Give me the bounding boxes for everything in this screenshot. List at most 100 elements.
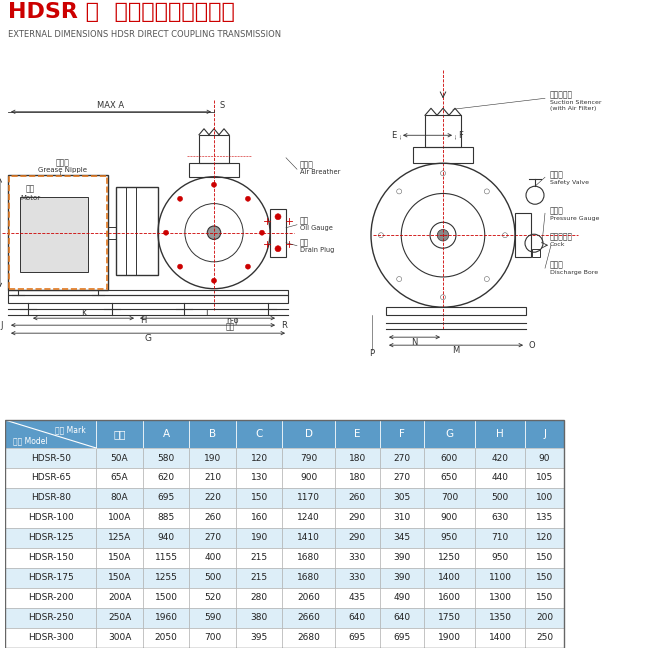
- Bar: [96, 608, 143, 628]
- Bar: [20, 197, 88, 272]
- Circle shape: [211, 182, 216, 187]
- Bar: [5, 448, 96, 468]
- Text: 290: 290: [349, 514, 366, 523]
- Bar: [199, 135, 229, 163]
- Text: EXTERNAL DIMENSIONS HDSR DIRECT COUPLING TRANSMISSION: EXTERNAL DIMENSIONS HDSR DIRECT COUPLING…: [8, 31, 281, 40]
- Text: 310: 310: [393, 514, 411, 523]
- Text: 1170: 1170: [297, 493, 320, 503]
- Text: HDSR-150: HDSR-150: [28, 553, 73, 562]
- Bar: [386, 307, 526, 315]
- Bar: [525, 588, 564, 608]
- Text: 油标: 油标: [300, 216, 309, 225]
- Text: 940: 940: [157, 533, 175, 542]
- Text: 口径: 口径: [113, 429, 126, 439]
- Text: 120: 120: [251, 454, 268, 462]
- Bar: [143, 508, 189, 528]
- Text: 150: 150: [536, 553, 553, 562]
- Text: 1750: 1750: [438, 613, 461, 622]
- Bar: [5, 588, 96, 608]
- Bar: [283, 448, 335, 468]
- Bar: [283, 588, 335, 608]
- Bar: [525, 608, 564, 628]
- Bar: [143, 448, 189, 468]
- Text: 型式 Model: 型式 Model: [14, 437, 48, 445]
- Bar: [525, 628, 564, 648]
- Bar: [335, 448, 380, 468]
- Text: 论孔: 论孔: [226, 323, 235, 331]
- Text: 590: 590: [204, 613, 221, 622]
- Bar: [96, 488, 143, 508]
- Text: 2680: 2680: [297, 633, 320, 643]
- Text: C: C: [255, 429, 263, 439]
- Text: 1300: 1300: [489, 593, 512, 602]
- Text: 120: 120: [536, 533, 553, 542]
- Circle shape: [437, 229, 448, 241]
- Text: 1900: 1900: [438, 633, 461, 643]
- Text: 695: 695: [393, 633, 411, 643]
- Bar: [474, 528, 525, 548]
- Bar: [474, 420, 525, 448]
- Bar: [335, 608, 380, 628]
- Text: 270: 270: [393, 473, 411, 482]
- Bar: [424, 628, 474, 648]
- Bar: [189, 528, 236, 548]
- Text: 记号 Mark: 记号 Mark: [55, 425, 86, 434]
- Bar: [525, 488, 564, 508]
- Text: n-φ: n-φ: [226, 316, 239, 325]
- Bar: [189, 420, 236, 448]
- Bar: [189, 588, 236, 608]
- Bar: [189, 468, 236, 488]
- Bar: [236, 468, 283, 488]
- Bar: [96, 628, 143, 648]
- Text: 压力表开关: 压力表开关: [550, 232, 573, 242]
- Bar: [380, 488, 424, 508]
- Text: 210: 210: [204, 473, 221, 482]
- Text: 125A: 125A: [108, 533, 131, 542]
- Circle shape: [275, 214, 281, 220]
- Text: E: E: [391, 131, 396, 140]
- Bar: [189, 548, 236, 568]
- Bar: [474, 488, 525, 508]
- Text: HDSR-100: HDSR-100: [28, 514, 73, 523]
- Bar: [380, 568, 424, 588]
- Text: Discharge Bore: Discharge Bore: [550, 270, 598, 275]
- Text: 排气体: 排气体: [300, 161, 314, 170]
- Text: 395: 395: [251, 633, 268, 643]
- Text: E: E: [354, 429, 361, 439]
- Text: 500: 500: [491, 493, 509, 503]
- Bar: [96, 568, 143, 588]
- Bar: [525, 528, 564, 548]
- Text: 1410: 1410: [297, 533, 320, 542]
- Bar: [236, 508, 283, 528]
- Text: 695: 695: [349, 633, 366, 643]
- Text: 300A: 300A: [108, 633, 131, 643]
- Circle shape: [177, 264, 183, 269]
- Bar: [335, 508, 380, 528]
- Bar: [380, 468, 424, 488]
- Text: 160: 160: [251, 514, 268, 523]
- Bar: [143, 588, 189, 608]
- Text: 排出口: 排出口: [550, 260, 564, 270]
- Text: 180: 180: [349, 473, 366, 482]
- Text: HDSR-200: HDSR-200: [28, 593, 73, 602]
- Text: F: F: [399, 429, 405, 439]
- Text: B: B: [209, 429, 216, 439]
- Text: 650: 650: [441, 473, 458, 482]
- Bar: [189, 488, 236, 508]
- Text: 630: 630: [491, 514, 509, 523]
- Text: 190: 190: [204, 454, 221, 462]
- Text: 200: 200: [536, 613, 553, 622]
- Text: Drain Plug: Drain Plug: [300, 247, 334, 253]
- Text: 1680: 1680: [297, 553, 320, 562]
- Bar: [189, 568, 236, 588]
- Text: MAX A: MAX A: [98, 102, 125, 110]
- Circle shape: [275, 245, 281, 252]
- Bar: [5, 420, 564, 648]
- Text: F: F: [458, 131, 463, 140]
- Text: 330: 330: [349, 574, 366, 583]
- Text: 安全阀: 安全阀: [550, 171, 564, 180]
- Bar: [283, 608, 335, 628]
- Text: Safety Valve: Safety Valve: [550, 180, 589, 185]
- Text: 150: 150: [251, 493, 268, 503]
- Text: 215: 215: [251, 574, 268, 583]
